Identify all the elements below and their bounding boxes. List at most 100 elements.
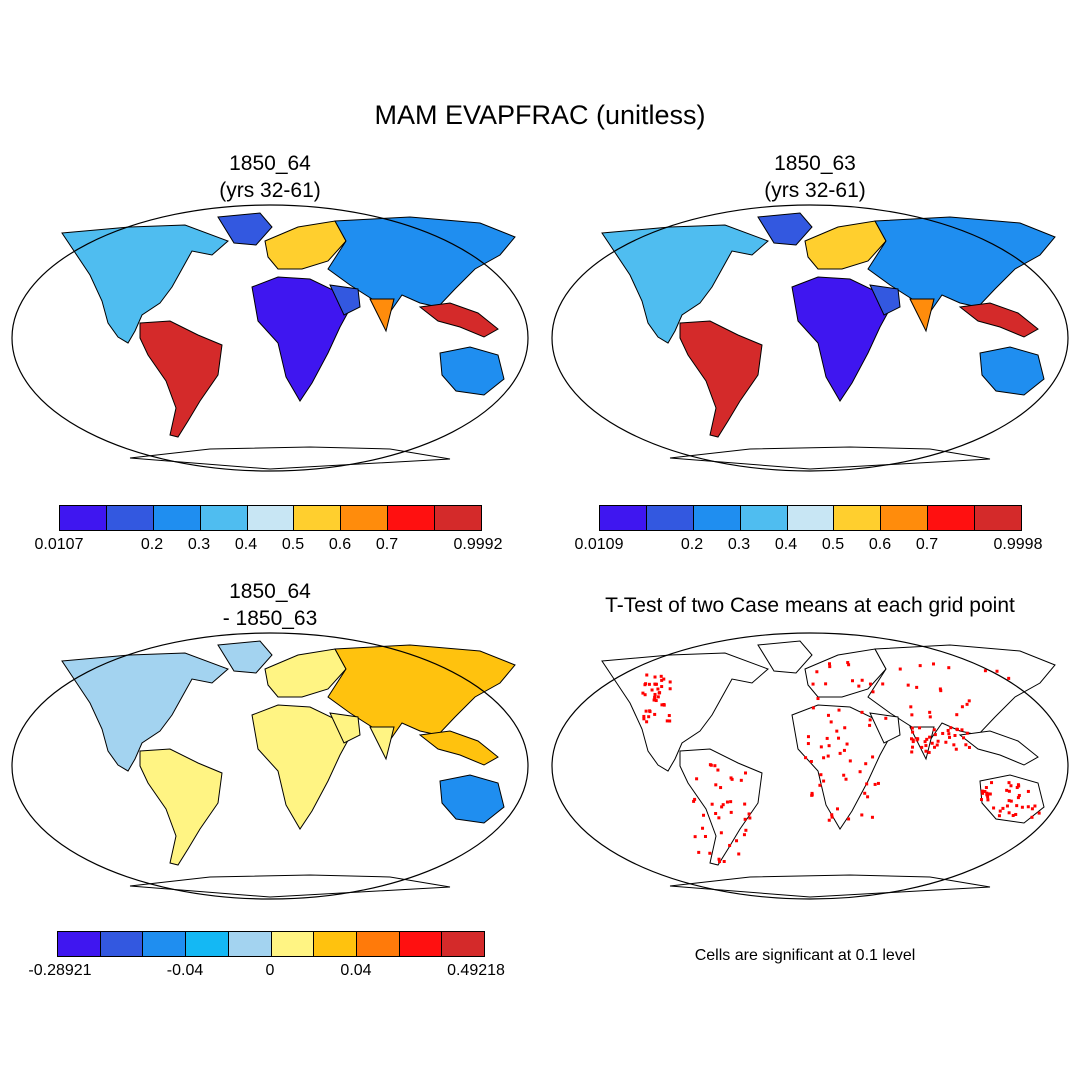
significant-cell [653,692,657,696]
significant-cell [1007,676,1011,680]
significant-cell [946,728,950,732]
continent-greenland [757,212,813,246]
significant-cell [949,726,953,730]
colorbar-1-label: 0.5 [281,536,305,553]
colorbar-1-label: 0.6 [328,536,352,553]
significant-cell [860,710,864,714]
colorbar-2-label: 0.0109 [574,536,624,553]
significant-cell [703,834,707,838]
significant-cell [1030,815,1034,819]
significant-cell [911,730,915,734]
significant-cell [955,728,959,732]
significant-cell [659,674,663,678]
significant-cell [1014,812,1018,816]
continent-seasia [958,730,1039,766]
significant-cell [850,679,854,683]
significant-cell [1009,799,1013,803]
significant-cell [930,741,934,745]
significant-cell [668,680,672,684]
significant-cell [809,760,813,764]
colorbar-2-label: 0.4 [774,536,798,553]
significant-cell [906,683,910,687]
significant-cell [810,793,814,797]
continent-greenland [217,640,273,674]
continent-asia [867,644,1056,744]
colorbar-3-swatch [442,932,485,956]
colorbar-1-swatch [341,506,389,530]
colorbar-1-swatch [247,506,295,530]
continent-namerica [61,224,229,344]
significant-cell [911,740,915,744]
continent-australia [979,774,1045,824]
significant-cell [713,764,717,768]
significant-cell [928,735,932,739]
significant-cell [1026,805,1030,809]
significant-cell [652,698,656,702]
continent-asia [867,216,1056,316]
significant-cell [1020,805,1024,809]
significant-cell [870,815,874,819]
significant-cell [868,718,872,722]
continent-africa [251,276,353,402]
significant-cell [714,783,718,787]
colorbar-2-swatch [646,506,694,530]
significant-cell [915,738,919,742]
map-2-land [601,212,1056,470]
colorbar-3-swatch [271,932,315,956]
continent-asia [327,644,516,744]
significant-cell [845,742,849,746]
significant-cell [918,726,922,730]
significant-cell [928,710,932,714]
significant-cell [644,709,648,713]
map-panel-1 [11,204,529,472]
significant-cell [811,706,815,710]
significant-cell [962,736,966,740]
significant-cell [865,782,869,786]
significant-cell [822,756,826,760]
continent-australia [439,346,505,396]
significant-cell [827,662,831,666]
significant-cell [816,697,820,701]
colorbar-1-label: 0.3 [187,536,211,553]
map-1-land [61,212,516,470]
significant-cell [910,750,914,754]
significant-cell [743,817,747,821]
significant-cell [650,688,654,692]
significant-cell [818,783,822,787]
significant-cell [747,812,751,816]
significant-cell [643,693,647,697]
significant-cell [844,777,848,781]
significant-cell [860,813,864,817]
map-4-border [551,632,1069,900]
continent-samerica [139,320,223,438]
significant-cell [716,768,720,772]
significant-cell [692,799,696,803]
significant-cell [960,728,964,732]
significant-cell [717,857,721,861]
significant-cell [714,811,718,815]
continent-india [909,298,935,333]
significant-cell [744,771,748,775]
significant-cell [884,716,888,720]
continent-arabia [329,284,361,316]
significant-cell [873,782,877,786]
significant-cell [725,800,729,804]
continent-india [369,298,395,333]
map-panel-2 [551,204,1069,472]
significant-cell [729,800,733,804]
significant-cell [910,713,914,717]
significant-cell [1037,811,1041,815]
colorbar-1-swatch [388,506,436,530]
significant-cell [1007,789,1011,793]
significant-cell [847,817,851,821]
panel-1-title-line2: (yrs 32-61) [219,179,321,202]
colorbar-2-swatch [928,506,976,530]
significant-cell [848,759,852,763]
continent-arabia [869,284,901,316]
colorbar-2-label: 0.5 [821,536,845,553]
continent-africa [791,704,893,830]
significant-cell [739,778,743,782]
significant-cell [944,740,948,744]
significant-cell [828,665,832,669]
significant-cell [990,781,994,785]
